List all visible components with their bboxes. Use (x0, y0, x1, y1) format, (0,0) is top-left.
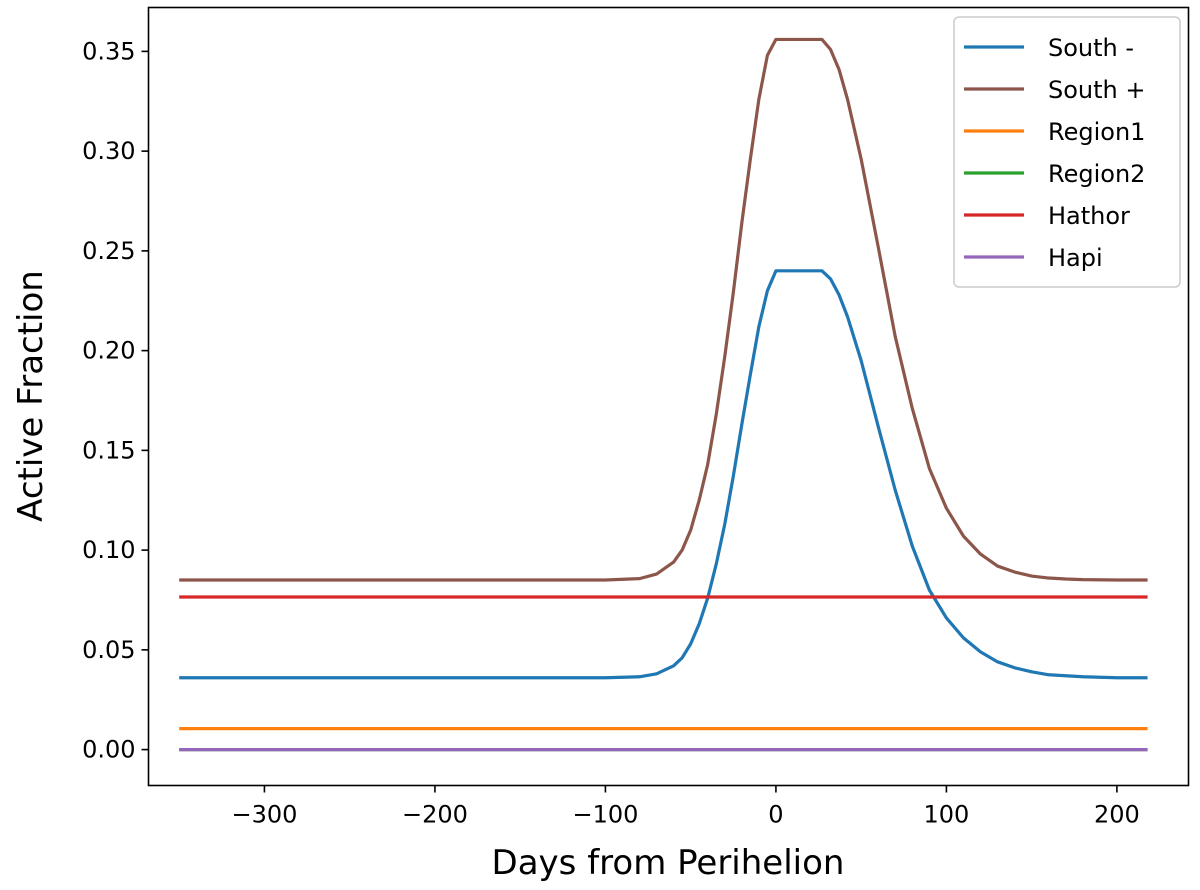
legend-label-region1: Region1 (1048, 118, 1145, 146)
legend-label-hathor: Hathor (1048, 202, 1130, 230)
y-tick-label: 0.25 (82, 237, 135, 265)
plot-frame (147, 6, 1190, 787)
y-axis-label: Active Fraction (11, 270, 51, 522)
x-tick-label: 100 (923, 801, 969, 829)
legend-label-south-plus: South + (1048, 76, 1146, 104)
legend-label-hapi: Hapi (1048, 244, 1103, 272)
x-tick-label: −100 (572, 801, 638, 829)
ticks-layer: −300 −200 −100 0 100 200 0.00 0.05 0.10 0.15 0.20 0… (82, 37, 1140, 828)
x-tick-label: −200 (402, 801, 468, 829)
x-tick-label: 0 (768, 801, 783, 829)
legend: South - South + Region1 Region2 Hathor Hapi (953, 16, 1181, 288)
y-tick-label: 0.15 (82, 436, 135, 464)
x-axis-label: Days from Perihelion (492, 843, 845, 883)
legend-label-region2: Region2 (1048, 160, 1145, 188)
y-tick-label: 0.10 (82, 536, 135, 564)
x-tick-label: −300 (231, 801, 297, 829)
x-tick-label: 200 (1094, 801, 1140, 829)
y-tick-label: 0.20 (82, 337, 135, 365)
y-tick-label: 0.00 (82, 736, 135, 764)
series-line-south-minus (179, 269, 1148, 680)
legend-box (953, 16, 1181, 288)
series-layer (179, 37, 1148, 752)
y-tick-label: 0.05 (82, 636, 135, 664)
legend-label-south-minus: South - (1048, 34, 1134, 62)
y-tick-label: 0.35 (82, 37, 135, 65)
y-tick-label: 0.30 (82, 137, 135, 165)
series-line-south-plus (179, 37, 1148, 582)
